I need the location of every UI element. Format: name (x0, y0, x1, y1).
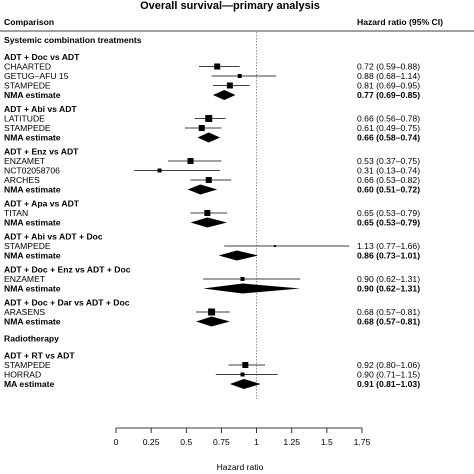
point-estimate (157, 168, 162, 173)
estimate-value: 0.86 (0.73–1.01) (357, 251, 420, 261)
column-header-comparison: Comparison (4, 17, 54, 27)
group-heading: ADT + Abi vs ADT (4, 104, 77, 114)
estimate-value: 0.66 (0.58–0.74) (357, 133, 420, 143)
study-label: TITAN (4, 208, 28, 218)
estimate-value: 0.91 (0.81–1.03) (357, 379, 420, 389)
estimate-label: NMA estimate (4, 251, 61, 261)
hazard-ratio-value: 0.81 (0.69–0.95) (357, 81, 420, 91)
estimate-diamond (203, 283, 301, 294)
group-heading: ADT + Apa vs ADT (4, 199, 80, 209)
point-estimate (240, 277, 245, 281)
estimate-label: NMA estimate (4, 284, 61, 294)
point-estimate (208, 308, 216, 316)
study-label: STAMPEDE (4, 360, 51, 370)
group-heading: ADT + Abi vs ADT + Doc (4, 232, 103, 242)
study-label: ENZAMET (4, 156, 46, 166)
group-heading: ADT + Doc vs ADT (4, 52, 80, 62)
point-estimate (226, 82, 233, 89)
study-label: CHAARTED (4, 62, 51, 72)
point-estimate (242, 362, 249, 368)
x-tick-label: 0.5 (180, 437, 192, 447)
estimate-value: 0.60 (0.51–0.72) (357, 185, 420, 195)
group-heading: ADT + RT vs ADT (4, 351, 75, 361)
study-label: LATITUDE (4, 114, 45, 124)
study-label: ARASENS (4, 307, 45, 317)
x-tick-label: 0.75 (213, 437, 230, 447)
point-estimate (198, 125, 205, 131)
study-label: STAMPEDE (4, 123, 51, 133)
estimate-label: MA estimate (4, 379, 55, 389)
estimate-diamond (218, 250, 258, 261)
point-estimate (205, 115, 213, 122)
study-label: STAMPEDE (4, 81, 51, 91)
hazard-ratio-value: 0.31 (0.13–0.74) (357, 166, 420, 176)
x-tick-label: 0.25 (143, 437, 160, 447)
x-tick-label: 1.75 (354, 437, 371, 447)
group-heading: ADT + Doc + Dar vs ADT + Doc (4, 298, 130, 308)
hazard-ratio-value: 0.66 (0.53–0.82) (357, 175, 420, 185)
x-axis-label: Hazard ratio (217, 462, 264, 472)
x-tick-label: 1.5 (321, 437, 333, 447)
hazard-ratio-value: 0.53 (0.37–0.75) (357, 156, 420, 166)
hazard-ratio-value: 0.72 (0.59–0.88) (357, 62, 420, 72)
hazard-ratio-value: 0.88 (0.68–1.14) (357, 71, 420, 81)
plot-layer: Systemic combination treatments ADT + Doc… (4, 32, 420, 399)
section-heading: Systemic combination treatments (4, 35, 142, 45)
study-label: NCT02058706 (4, 166, 60, 176)
hazard-ratio-value: 0.68 (0.57–0.81) (357, 307, 420, 317)
estimate-label: NMA estimate (4, 133, 61, 143)
point-estimate (273, 245, 276, 247)
estimate-value: 0.68 (0.57–0.81) (357, 317, 420, 327)
chart-title: Overall survival—primary analysis (140, 0, 320, 12)
estimate-diamond (187, 184, 218, 195)
estimate-diamond (190, 217, 228, 228)
hazard-ratio-value: 0.92 (0.80–1.06) (357, 360, 420, 370)
study-label: STAMPEDE (4, 241, 51, 251)
estimate-label: NMA estimate (4, 185, 61, 195)
estimate-value: 0.77 (0.69–0.85) (357, 90, 420, 100)
point-estimate (204, 210, 211, 216)
hazard-ratio-value: 0.65 (0.53–0.79) (357, 208, 420, 218)
study-label: ENZAMET (4, 274, 46, 284)
study-label: GETUG–AFU 15 (4, 71, 69, 81)
estimate-diamond (229, 379, 261, 389)
point-estimate (240, 372, 245, 377)
estimate-label: NMA estimate (4, 90, 61, 100)
x-tick-label: 1.25 (283, 437, 300, 447)
section-heading: Radiotherapy (4, 334, 59, 344)
hazard-ratio-value: 0.90 (0.71–1.15) (357, 370, 420, 380)
group-heading: ADT + Doc + Enz vs ADT + Doc (4, 265, 131, 275)
hazard-ratio-value: 0.61 (0.49–0.75) (357, 123, 420, 133)
estimate-label: NMA estimate (4, 317, 61, 327)
x-tick-label: 1 (254, 437, 259, 447)
study-label: ARCHES (4, 175, 40, 185)
x-axis: 0 0.25 0.5 0.75 1 1.25 1.5 1.75 (114, 427, 371, 447)
point-estimate (187, 158, 194, 164)
point-estimate (237, 74, 242, 78)
estimate-diamond (212, 90, 236, 100)
x-tick-label: 0 (114, 437, 119, 447)
hazard-ratio-value: 1.13 (0.77–1.66) (357, 241, 420, 251)
estimate-value: 0.65 (0.53–0.79) (357, 218, 420, 228)
estimate-label: NMA estimate (4, 218, 61, 228)
group-heading: ADT + Enz vs ADT (4, 147, 79, 157)
hazard-ratio-value: 0.90 (0.62–1.31) (357, 274, 420, 284)
study-label: HORRAD (4, 370, 41, 380)
hazard-ratio-value: 0.66 (0.56–0.78) (357, 114, 420, 124)
estimate-diamond (196, 316, 230, 327)
estimate-value: 0.90 (0.62–1.31) (357, 284, 420, 294)
point-estimate (214, 63, 221, 70)
point-estimate (205, 177, 212, 183)
estimate-diamond (197, 132, 221, 143)
column-header-hazard-ratio: Hazard ratio (95% CI) (357, 17, 443, 27)
